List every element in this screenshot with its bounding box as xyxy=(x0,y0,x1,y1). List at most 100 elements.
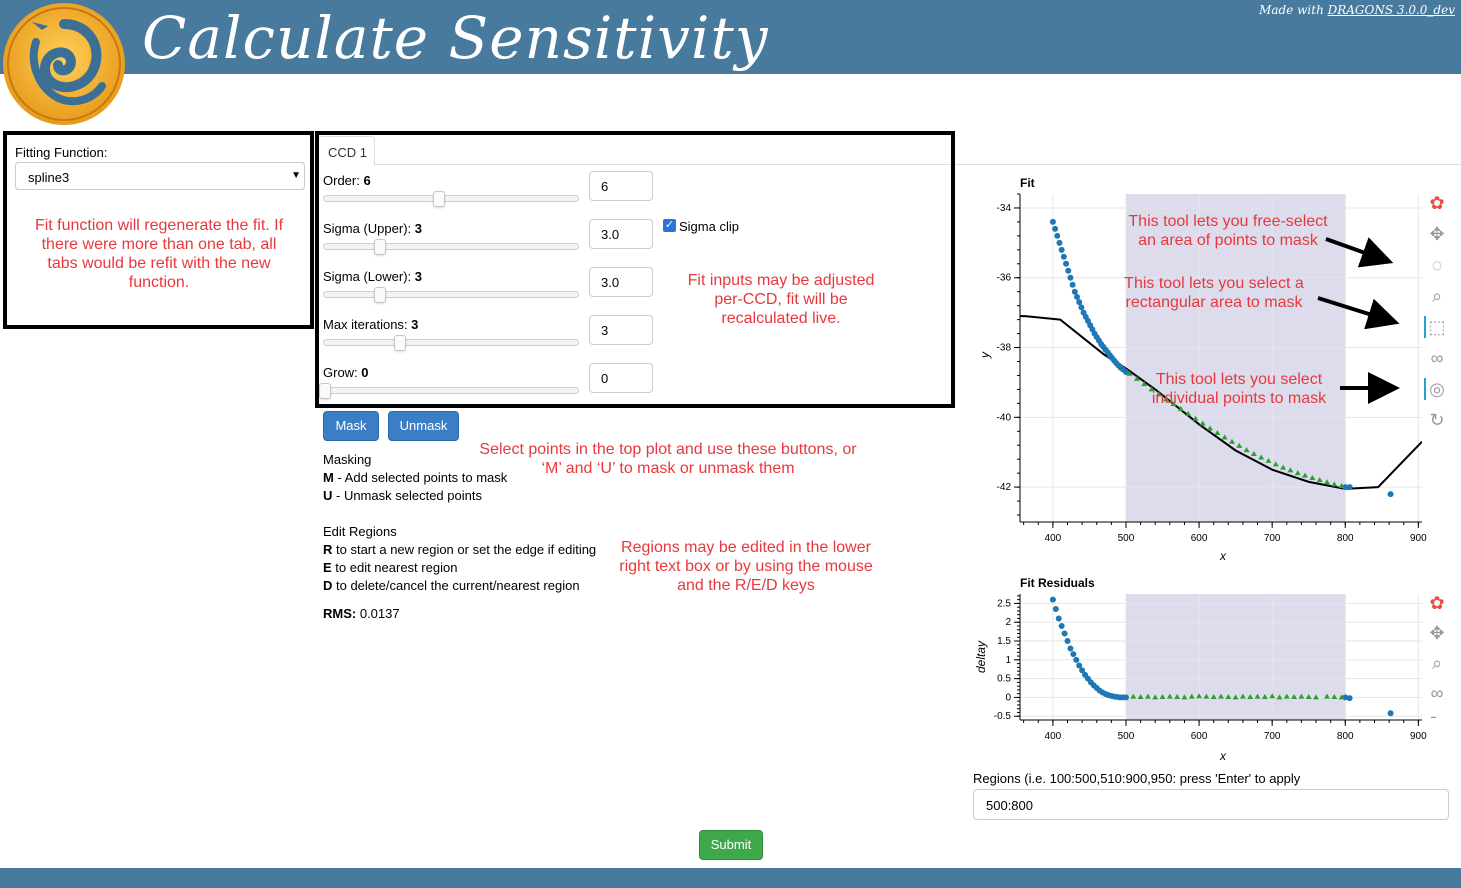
data-point xyxy=(1054,232,1061,239)
box-select-icon[interactable]: ⬚ xyxy=(1424,316,1448,338)
fitting-function-panel: Fitting Function: spline3 ▼ Fit function… xyxy=(3,131,314,329)
fit-toolbar: ✿ ✥ ◌ ⌕ ⬚ ∞ ◎ ↻ xyxy=(1424,192,1452,431)
x-tick-label: 500 xyxy=(1118,731,1135,742)
wheel-zoom-icon[interactable]: ∞ xyxy=(1430,682,1444,703)
bokeh-logo-icon[interactable]: ✿ xyxy=(1429,192,1445,213)
sigma-clip-checkbox[interactable]: ✓ xyxy=(663,219,676,232)
masked-point xyxy=(1133,375,1140,381)
masked-point xyxy=(1141,381,1148,387)
data-point xyxy=(1122,694,1129,701)
masked-point xyxy=(1323,479,1330,485)
max-iterations-slider[interactable] xyxy=(323,339,579,346)
masked-point xyxy=(1181,694,1188,700)
order-input[interactable]: 6 xyxy=(589,171,653,201)
masked-point xyxy=(1331,694,1338,700)
masked-point xyxy=(1287,467,1294,473)
masked-point xyxy=(1280,464,1287,470)
y-tick-label: 1.5 xyxy=(997,636,1011,647)
masked-point xyxy=(1283,693,1290,699)
reset-icon[interactable]: ↻ xyxy=(1426,712,1448,719)
wheel-zoom-icon[interactable]: ∞ xyxy=(1430,347,1444,368)
fitting-function-value: spline3 xyxy=(28,170,70,185)
data-point xyxy=(1058,622,1065,629)
data-point xyxy=(1056,239,1063,246)
app-footer xyxy=(0,868,1461,888)
masked-point xyxy=(1152,694,1159,700)
tap-select-icon[interactable]: ◎ xyxy=(1424,378,1448,400)
masked-point xyxy=(1261,694,1268,700)
unmask-button[interactable]: Unmask xyxy=(388,411,459,441)
sigma-lower-slider-handle[interactable] xyxy=(374,287,386,303)
sigma-lower-input[interactable]: 3.0 xyxy=(589,267,653,297)
residuals-chart-title: Fit Residuals xyxy=(1020,576,1095,590)
submit-button[interactable]: Submit xyxy=(699,830,763,860)
x-tick-label: 600 xyxy=(1191,533,1208,544)
zoom-box-icon[interactable]: ⌕ xyxy=(1431,285,1443,306)
masked-point xyxy=(1185,410,1192,416)
masked-point xyxy=(1170,401,1177,407)
fit-axes: 400 500 600 700 800 900 -34 -36 -38 -40 -42 xyxy=(997,193,1427,544)
sigma-lower-slider[interactable] xyxy=(323,291,579,298)
pan-tool-icon[interactable]: ✥ xyxy=(1426,622,1448,644)
residuals-y-label: deltay xyxy=(975,640,988,673)
x-tick-label: 500 xyxy=(1118,533,1135,544)
residuals-region-band xyxy=(1125,594,1346,720)
point-select-note: This tool lets you select individual poi… xyxy=(1151,371,1327,407)
data-point xyxy=(1076,662,1083,669)
fit-region-band xyxy=(1125,194,1346,522)
lasso-select-icon[interactable]: ◌ xyxy=(1431,254,1443,275)
sigma-upper-input[interactable]: 3.0 xyxy=(589,219,653,249)
y-tick-label: 2.5 xyxy=(997,598,1011,609)
y-tick-label: -40 xyxy=(997,412,1012,423)
masking-u-key: U - Unmask selected points xyxy=(323,488,482,503)
y-tick-label: 2 xyxy=(1005,617,1011,628)
sigma-upper-slider[interactable] xyxy=(323,243,579,250)
data-point xyxy=(1076,299,1083,306)
masked-point xyxy=(1188,693,1195,699)
order-slider[interactable] xyxy=(323,195,579,202)
zoom-box-icon[interactable]: ⌕ xyxy=(1431,652,1443,673)
fitting-function-select[interactable]: spline3 ▼ xyxy=(15,162,305,190)
x-tick-label: 400 xyxy=(1045,533,1062,544)
grow-slider[interactable] xyxy=(323,387,579,394)
y-tick-label: -34 xyxy=(997,203,1012,214)
order-slider-handle[interactable] xyxy=(433,191,445,207)
data-point xyxy=(1052,606,1059,613)
grow-input[interactable]: 0 xyxy=(589,363,653,393)
masked-point xyxy=(1137,694,1144,700)
residuals-chart[interactable]: Fit Residuals 400 500 600 700 800 900 2.5 2 1.5 1… xyxy=(975,572,1461,764)
mask-button[interactable]: Mask xyxy=(323,411,379,441)
data-point xyxy=(1346,695,1353,702)
data-point xyxy=(1069,281,1076,288)
sigma-upper-slider-handle[interactable] xyxy=(374,239,386,255)
residuals-x-label: x xyxy=(1219,749,1227,763)
data-point xyxy=(1067,274,1074,281)
masked-point xyxy=(1130,693,1137,699)
masked-point xyxy=(1199,420,1206,426)
bokeh-logo-icon[interactable]: ✿ xyxy=(1429,592,1445,613)
regions-input[interactable]: 500:800 xyxy=(973,789,1449,820)
data-point xyxy=(1055,615,1062,622)
reset-icon[interactable]: ↻ xyxy=(1429,409,1445,430)
grow-slider-handle[interactable] xyxy=(319,383,331,399)
dragons-link[interactable]: DRAGONS 3.0.0_dev xyxy=(1327,3,1455,17)
fit-chart[interactable]: Fit 400 500 600 700 800 900-34-36-38-40-42 x … xyxy=(975,172,1461,572)
masked-point xyxy=(1148,386,1155,392)
max-iterations-input[interactable]: 3 xyxy=(589,315,653,345)
residuals-toolbar: ✿ ✥ ⌕ ∞ ↻ xyxy=(1426,592,1452,719)
pan-tool-icon[interactable]: ✥ xyxy=(1429,223,1445,244)
max-iterations-slider-handle[interactable] xyxy=(394,335,406,351)
masked-point xyxy=(1228,438,1235,444)
y-tick-label: -36 xyxy=(997,273,1012,284)
edit-regions-title: Edit Regions xyxy=(323,524,397,539)
rect-select-note: This tool lets you select a rectangular … xyxy=(1124,275,1304,311)
masked-point xyxy=(1236,442,1243,448)
masked-point xyxy=(1258,454,1265,460)
masked-point xyxy=(1269,693,1276,699)
masked-point xyxy=(1291,694,1298,700)
data-point xyxy=(1122,368,1129,375)
masked-point xyxy=(1221,434,1228,440)
page-title: Calculate Sensitivity xyxy=(142,4,769,72)
tab-ccd-1[interactable]: CCD 1 xyxy=(318,136,375,165)
data-point xyxy=(1070,651,1077,658)
